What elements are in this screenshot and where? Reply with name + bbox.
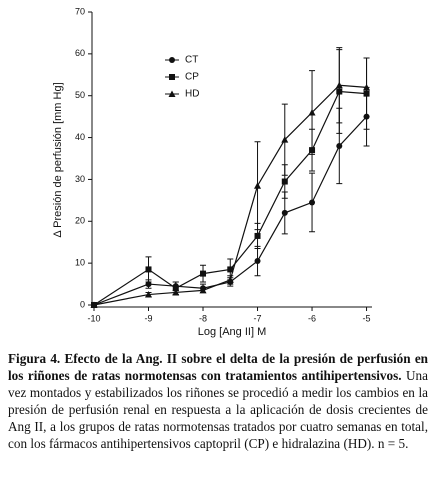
marker	[172, 288, 180, 296]
x-tick-label: -6	[308, 313, 316, 323]
marker	[200, 270, 207, 277]
y-tick-label: 40	[75, 132, 85, 142]
marker	[281, 136, 289, 143]
y-tick-label: 60	[75, 48, 85, 58]
marker	[145, 291, 153, 298]
x-tick-label: -9	[145, 313, 153, 323]
y-tick-label: 0	[80, 299, 85, 309]
marker	[309, 199, 316, 206]
caption-text: Una vez montados y estabilizados los riñ…	[8, 368, 428, 451]
y-tick-label: 20	[75, 216, 85, 226]
y-tick-label: 70	[75, 6, 85, 16]
marker	[363, 83, 371, 91]
marker	[145, 266, 152, 273]
marker	[335, 81, 343, 89]
marker	[169, 74, 175, 80]
series-line	[93, 116, 367, 306]
marker	[90, 301, 98, 308]
legend-label: CT	[185, 55, 198, 66]
marker	[281, 178, 288, 185]
marker	[254, 258, 261, 265]
marker	[169, 57, 175, 63]
legend-label: HD	[185, 89, 199, 100]
marker	[227, 266, 234, 273]
y-axis-label: Δ Presión de perfusión [mm Hg]	[52, 82, 64, 237]
marker	[336, 142, 343, 149]
y-tick-label: 30	[75, 174, 85, 184]
x-tick-label: -7	[254, 313, 262, 323]
y-tick-label: 50	[75, 90, 85, 100]
marker	[172, 285, 179, 292]
x-tick-label: -5	[363, 313, 371, 323]
marker	[199, 286, 207, 294]
x-axis-label: Log [Ang II] M	[198, 326, 266, 338]
y-tick-label: 10	[75, 258, 85, 268]
marker	[226, 276, 234, 283]
x-tick-label: -8	[199, 313, 207, 323]
series-line	[93, 84, 367, 306]
x-tick-label: -10	[87, 313, 100, 323]
marker	[254, 182, 262, 189]
marker	[145, 281, 152, 288]
series-line	[93, 90, 367, 306]
chart: Δ Presión de perfusión [mm Hg] Log [Ang …	[52, 6, 372, 338]
caption-title: Figura 4. Efecto de la Ang. II sobre el …	[8, 351, 428, 383]
marker	[308, 108, 316, 116]
legend-label: CP	[185, 72, 199, 83]
marker	[254, 232, 261, 239]
marker	[281, 209, 288, 216]
marker	[168, 90, 176, 97]
caption: Figura 4. Efecto de la Ang. II sobre el …	[8, 350, 428, 452]
